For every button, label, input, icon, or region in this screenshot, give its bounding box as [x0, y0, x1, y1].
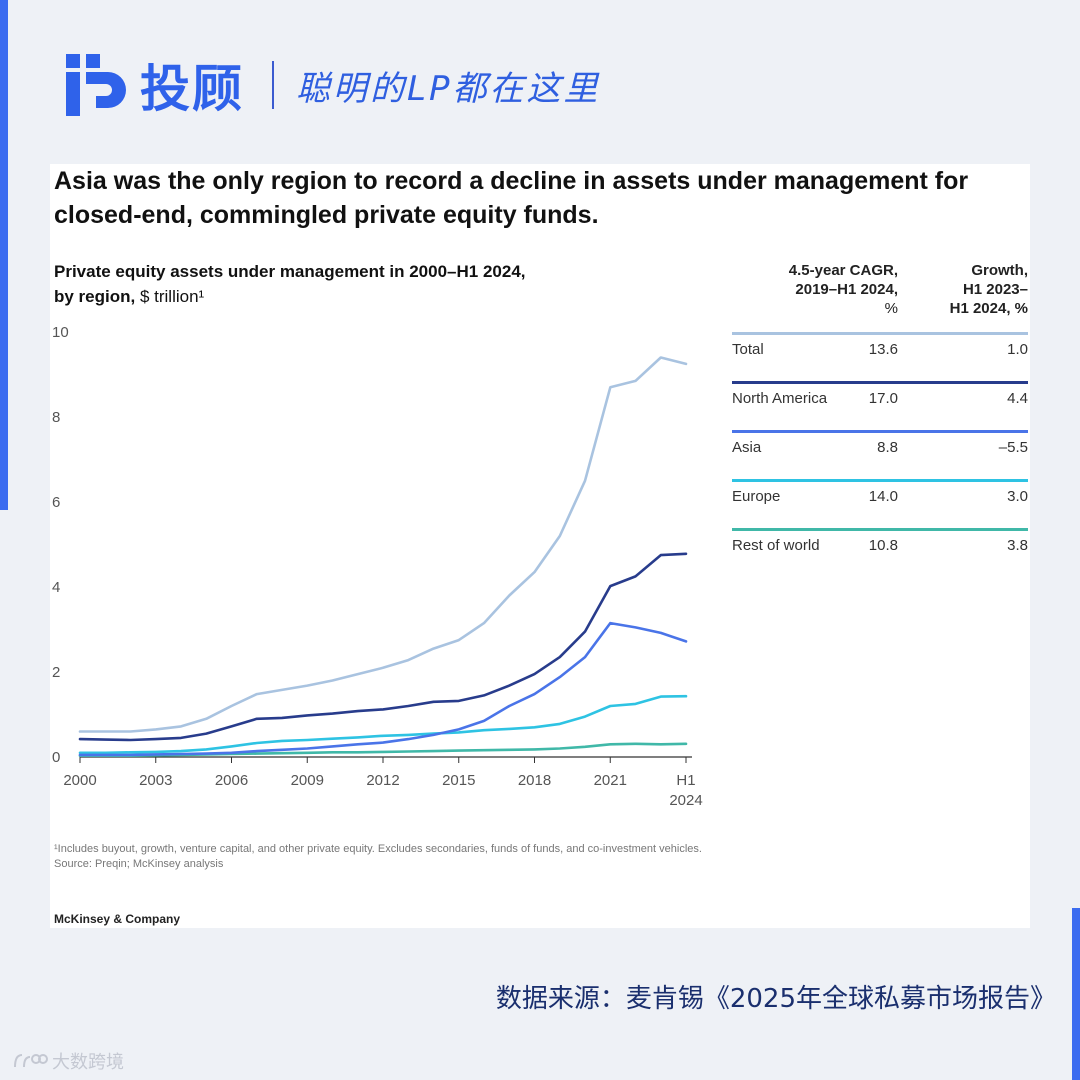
- row-cagr: 17.0: [868, 390, 898, 407]
- x-tick-label: 2021: [594, 772, 627, 789]
- brand-tagline: 聪明的LP都在这里: [296, 68, 601, 109]
- row-cagr: 14.0: [868, 488, 898, 505]
- row-cagr: 8.8: [877, 439, 898, 456]
- subtitle-line1: Private equity assets under management i…: [54, 262, 526, 281]
- row-label: Asia: [732, 439, 762, 456]
- y-tick-label: 0: [52, 749, 60, 766]
- y-tick-label: 4: [52, 579, 60, 596]
- y-tick-label: 2: [52, 664, 60, 681]
- row-cagr: 10.8: [868, 537, 898, 554]
- brand-logo-icon: [66, 54, 126, 116]
- chart-headline: Asia was the only region to record a dec…: [54, 167, 969, 229]
- brand-divider: [272, 61, 274, 109]
- table-row-asia: Asia 8.8 –5.5: [732, 430, 1028, 462]
- footnote-source: Source: Preqin; McKinsey analysis: [54, 858, 224, 870]
- left-accent-bar: [0, 0, 8, 510]
- row-cagr: 13.6: [868, 341, 898, 358]
- row-rule-rest-of-world: [732, 528, 1028, 531]
- y-tick-label: 8: [52, 409, 60, 426]
- x-tick-label: 2015: [442, 772, 475, 789]
- row-growth: 3.0: [1007, 488, 1028, 505]
- table-row-europe: Europe 14.0 3.0: [732, 479, 1028, 511]
- subtitle-line2-unit: $ trillion¹: [135, 287, 205, 306]
- source-note: 数据来源：麦肯锡《2025年全球私募市场报告》: [495, 984, 1056, 1014]
- table-row-rest-of-world: Rest of world 10.8 3.8: [732, 528, 1028, 560]
- x-tick-label: 2009: [291, 772, 324, 789]
- series-line-asia: [78, 621, 688, 757]
- brand-header: 投顾 聪明的LP都在这里: [62, 50, 600, 120]
- growth-header-line1: Growth,: [971, 262, 1028, 279]
- table-header-growth: Growth, H1 2023– H1 2024, %: [950, 261, 1028, 318]
- cagr-header-line1: 4.5-year CAGR,: [788, 262, 898, 279]
- cagr-header-line2: 2019–H1 2024,: [795, 281, 898, 298]
- table-header-cagr: 4.5-year CAGR, 2019–H1 2024, %: [789, 261, 898, 318]
- watermark: 大数跨境: [12, 1048, 124, 1074]
- growth-header-line3: H1 2024, %: [949, 300, 1028, 317]
- table-row-north-america: North America 17.0 4.4: [732, 381, 1028, 413]
- line-chart: 0 2 4 6 8 10 2000 2003 2006 2009 2012 2015 2018 2021 H…: [52, 324, 703, 809]
- row-rule-europe: [732, 479, 1028, 482]
- x-tick-label: 2006: [215, 772, 248, 789]
- row-growth: 4.4: [1007, 390, 1028, 407]
- right-accent-bar: [1072, 908, 1080, 1080]
- x-tick-label: 2000: [63, 772, 96, 789]
- brand-name: 投顾: [140, 60, 244, 118]
- chart-subtitle: Private equity assets under management i…: [54, 259, 526, 309]
- row-rule-north-america: [732, 381, 1028, 384]
- watermark-logo-icon: [14, 1054, 48, 1068]
- footnote: ¹Includes buyout, growth, venture capita…: [54, 842, 702, 872]
- row-rule-asia: [732, 430, 1028, 433]
- row-growth: 1.0: [1007, 341, 1028, 358]
- growth-header-line2: H1 2023–: [962, 281, 1028, 298]
- table-row-total: Total 13.6 1.0: [732, 332, 1028, 364]
- x-tick-label: 2018: [518, 772, 551, 789]
- chart-card: Asia was the only region to record a dec…: [50, 164, 1030, 928]
- row-label: Total: [732, 341, 764, 358]
- row-label: Europe: [732, 488, 781, 505]
- row-growth: –5.5: [998, 439, 1028, 456]
- row-growth: 3.8: [1007, 537, 1028, 554]
- footnote-line1: ¹Includes buyout, growth, venture capita…: [54, 843, 702, 855]
- watermark-text: 大数跨境: [52, 1052, 124, 1073]
- x-tick-label-last: 2024: [669, 792, 702, 809]
- x-tick-label: 2012: [366, 772, 399, 789]
- series-line-total: [78, 356, 688, 733]
- x-tick-label-last: H1: [676, 772, 695, 789]
- subtitle-line2-bold: by region,: [54, 287, 136, 306]
- row-label: North America: [732, 390, 828, 407]
- x-tick-label: 2003: [139, 772, 172, 789]
- publisher-label: McKinsey & Company: [54, 912, 181, 926]
- series-line-north-america: [78, 552, 688, 742]
- row-rule-total: [732, 332, 1028, 335]
- y-tick-label: 6: [52, 494, 60, 511]
- series-line-europe: [78, 694, 688, 755]
- row-label: Rest of world: [732, 537, 820, 554]
- y-tick-label: 10: [52, 324, 69, 341]
- cagr-header-line3: %: [884, 300, 898, 317]
